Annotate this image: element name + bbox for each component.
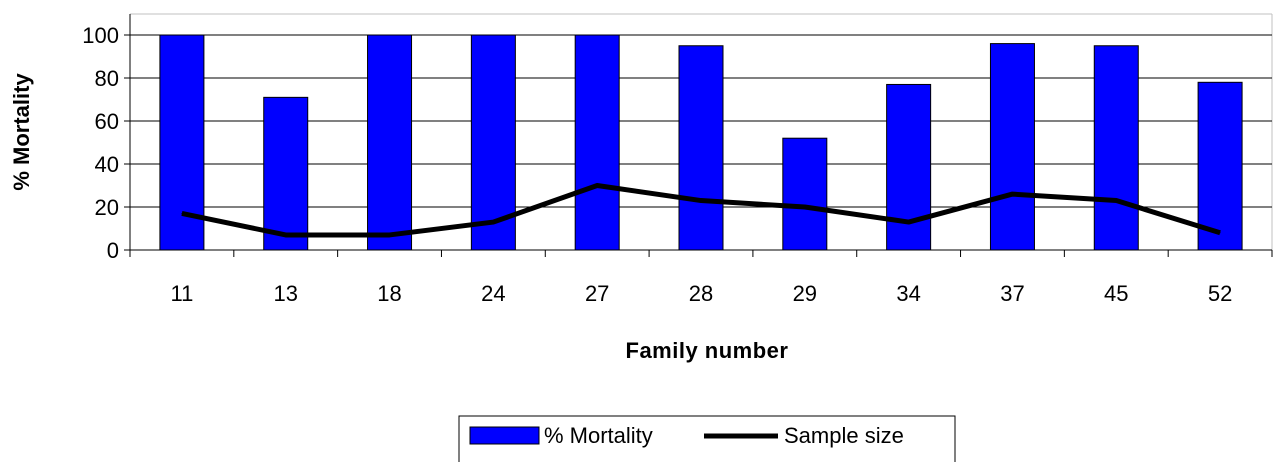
bar-series	[159, 34, 1243, 251]
bar	[886, 83, 932, 251]
legend-label-sample-size: Sample size	[784, 423, 904, 448]
y-tick-label: 80	[95, 66, 119, 91]
sample-size-point	[1011, 193, 1013, 195]
x-tick-label: 52	[1208, 281, 1232, 306]
legend-swatch-mortality	[469, 426, 540, 445]
x-tick-label: 27	[585, 281, 609, 306]
tick-labels: 0 20 40 60 80 100 11 13 18 24 27 28 29 34 37 45 52	[82, 23, 1232, 306]
axes	[124, 14, 1273, 257]
sample-size-point	[1115, 200, 1117, 202]
y-tick-label: 20	[95, 195, 119, 220]
y-axis-title: % Mortality	[9, 73, 34, 191]
x-tick-label: 28	[689, 281, 713, 306]
x-tick-label: 34	[896, 281, 920, 306]
x-tick-label: 13	[273, 281, 297, 306]
x-tick-label: 45	[1104, 281, 1128, 306]
legend-frame	[458, 415, 956, 462]
bar	[1093, 45, 1139, 251]
x-tick-label: 18	[377, 281, 401, 306]
y-tick-label: 60	[95, 109, 119, 134]
bar	[263, 96, 309, 251]
x-tick-label: 29	[793, 281, 817, 306]
bar	[1197, 81, 1243, 251]
sample-size-point	[1219, 232, 1221, 234]
sample-size-point	[285, 234, 287, 236]
sample-size-point	[389, 234, 391, 236]
bar	[574, 34, 620, 251]
y-tick-label: 40	[95, 152, 119, 177]
x-tick-label: 37	[1000, 281, 1024, 306]
x-axis-title: Family number	[626, 338, 789, 363]
sample-size-point	[804, 206, 806, 208]
x-tick-label: 11	[170, 281, 193, 306]
sample-size-point	[596, 185, 598, 186]
legend-label-mortality: % Mortality	[544, 423, 653, 448]
sample-size-point	[908, 221, 910, 223]
sample-size-point	[181, 212, 183, 214]
bar	[782, 137, 828, 251]
bar	[470, 34, 516, 251]
line-series	[181, 183, 1221, 238]
x-tick-label: 24	[481, 281, 505, 306]
bar	[989, 43, 1035, 251]
sample-size-point	[492, 221, 494, 223]
sample-size-point	[700, 200, 702, 202]
y-tick-label: 100	[82, 23, 119, 48]
y-tick-label: 0	[107, 238, 119, 263]
legend: % Mortality Sample size	[458, 415, 956, 462]
bar	[678, 45, 724, 251]
bar	[367, 34, 413, 251]
